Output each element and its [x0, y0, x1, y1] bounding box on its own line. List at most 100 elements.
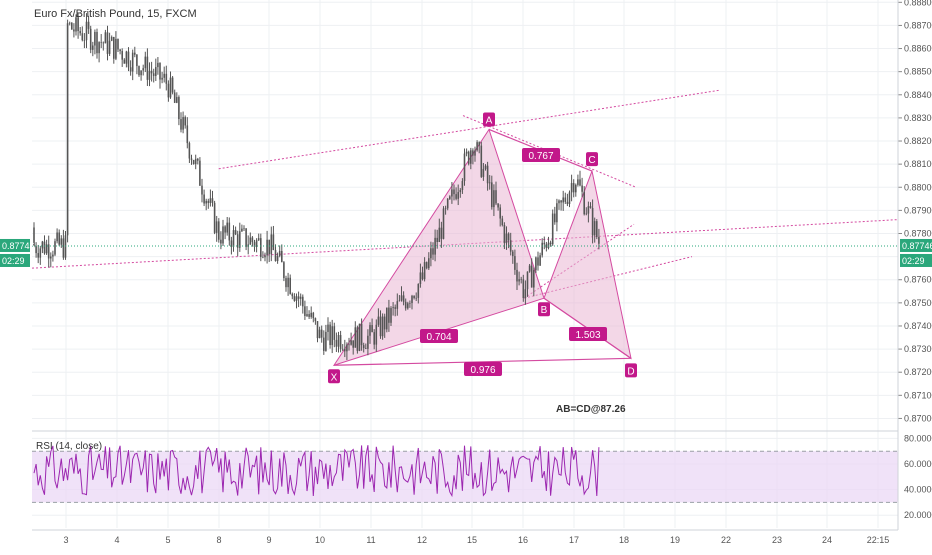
- candle-body: [327, 324, 329, 332]
- candle-body: [493, 190, 495, 208]
- current-price-tag-left-bg: [0, 238, 30, 252]
- candle-body: [96, 31, 98, 54]
- candle-body: [598, 237, 600, 244]
- candle-body: [62, 238, 65, 258]
- candle-body: [142, 68, 144, 71]
- candle-body: [522, 279, 525, 299]
- candle-body: [367, 335, 369, 349]
- trend-line: [218, 89, 721, 170]
- candle-body: [39, 248, 42, 258]
- candle-body: [199, 160, 201, 186]
- candle-body: [281, 250, 283, 263]
- time-tick-label: 4: [114, 535, 119, 545]
- ratio-bcd: 1.503: [569, 327, 607, 341]
- ratio-xd: 0.976: [464, 362, 502, 376]
- time-tick-label: 10: [315, 535, 325, 545]
- candle-body: [396, 301, 399, 309]
- candle-body: [117, 38, 119, 50]
- candle-body: [89, 28, 92, 50]
- point-c-label-bg: [586, 152, 598, 167]
- candle-body: [365, 348, 367, 349]
- time-tick-label: 24: [822, 535, 832, 545]
- candle-body: [108, 40, 111, 54]
- candle-body: [474, 150, 476, 156]
- time-tick-label: 23: [772, 535, 782, 545]
- chart-title: Euro Fx/British Pound, 15, FXCM: [34, 8, 197, 20]
- candle-body: [335, 339, 338, 347]
- rsi-tick-label: 60.0000: [904, 459, 932, 469]
- ratio-xab-bg: [420, 329, 458, 343]
- candle-body: [556, 203, 558, 223]
- candle-body: [478, 142, 480, 146]
- time-tick-label: 16: [518, 535, 528, 545]
- candle-body: [566, 201, 569, 205]
- countdown-tag-bg: [900, 253, 932, 267]
- ratio-abc-text: 0.767: [528, 151, 553, 162]
- time-tick-label: 11: [366, 535, 375, 545]
- time-tick-label: 15: [467, 535, 477, 545]
- point-c-label-text: C: [588, 155, 595, 166]
- candles: [33, 13, 600, 361]
- candle-body: [54, 241, 56, 255]
- point-a-label: A: [483, 112, 495, 127]
- ratio-xab: 0.704: [420, 329, 458, 343]
- candle-body: [524, 289, 527, 299]
- candle-body: [60, 238, 63, 245]
- candle-body: [270, 234, 273, 255]
- candle-body: [549, 242, 552, 245]
- candle-body: [251, 237, 254, 243]
- rsi-tick-label: 80.0000: [904, 433, 932, 443]
- point-d-label-text: D: [627, 366, 634, 377]
- candle-body: [194, 158, 197, 165]
- candle-body: [583, 191, 585, 215]
- candle-body: [260, 238, 262, 257]
- candle-body: [173, 92, 176, 103]
- time-tick-label: 22:15: [867, 535, 890, 545]
- candle-body: [495, 190, 497, 204]
- candle-body: [482, 168, 485, 177]
- candle-body: [104, 32, 107, 44]
- countdown-tag-left: 02:29: [2, 256, 25, 266]
- candle-body: [155, 67, 157, 76]
- candle-body: [150, 70, 153, 74]
- candle-body: [453, 189, 455, 195]
- ratio-bcd-text: 1.503: [575, 330, 600, 341]
- candle-body: [178, 97, 180, 120]
- candle-body: [299, 296, 302, 299]
- candle-body: [232, 230, 235, 247]
- candle-body: [110, 37, 113, 41]
- candle-body: [591, 207, 594, 236]
- point-d-label: D: [625, 363, 637, 378]
- candle-body: [371, 325, 373, 333]
- candle-body: [446, 198, 449, 209]
- candle-body: [167, 83, 170, 98]
- ratio-abc-bg: [522, 148, 560, 162]
- candle-body: [316, 321, 319, 339]
- candle-body: [85, 21, 88, 41]
- candle-body: [241, 228, 243, 232]
- point-x-label-bg: [328, 369, 340, 384]
- candle-body: [547, 242, 550, 249]
- candle-body: [318, 329, 321, 339]
- candle-body: [404, 301, 407, 309]
- time-tick-label: 22: [721, 535, 731, 545]
- candle-body: [543, 242, 546, 245]
- candle-body: [434, 237, 436, 255]
- candle-body: [253, 242, 256, 247]
- candle-body: [226, 222, 228, 233]
- candle-body: [119, 49, 121, 52]
- candle-body: [262, 256, 264, 258]
- candle-body: [499, 207, 501, 219]
- candle-body: [341, 348, 344, 350]
- candle-body: [562, 197, 564, 203]
- candle-body: [295, 296, 298, 301]
- candle-body: [537, 257, 539, 266]
- candle-body: [476, 142, 478, 151]
- candle-body: [480, 145, 483, 177]
- candle-body: [159, 62, 161, 80]
